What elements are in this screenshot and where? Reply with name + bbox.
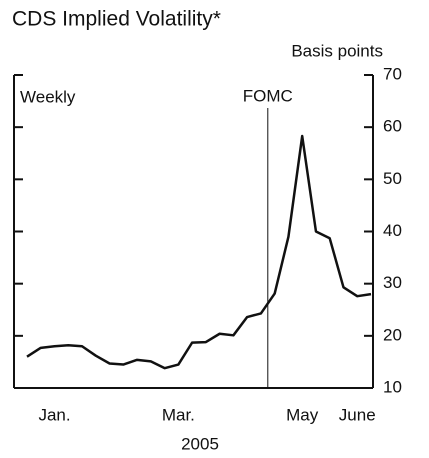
x-tick-label: May bbox=[286, 405, 319, 424]
y-tick-label: 50 bbox=[383, 169, 402, 188]
x-axis-label: 2005 bbox=[181, 434, 219, 453]
y-tick-label: 20 bbox=[383, 325, 402, 344]
annotation: Weekly bbox=[20, 87, 76, 106]
chart-title: CDS Implied Volatility* bbox=[12, 8, 221, 31]
event-label: FOMC bbox=[243, 86, 293, 105]
y-tick-label: 30 bbox=[383, 273, 402, 292]
y-tick-label: 40 bbox=[383, 221, 402, 240]
x-tick-label: Jan. bbox=[38, 405, 70, 424]
y-tick-label: 10 bbox=[383, 377, 402, 396]
x-tick-label: Mar. bbox=[162, 405, 195, 424]
y-tick-label: 70 bbox=[383, 64, 402, 83]
y-axis-label: Basis points bbox=[291, 41, 383, 60]
y-tick-label: 60 bbox=[383, 117, 402, 136]
x-tick-label: June bbox=[339, 405, 376, 424]
line bbox=[26, 134, 372, 370]
